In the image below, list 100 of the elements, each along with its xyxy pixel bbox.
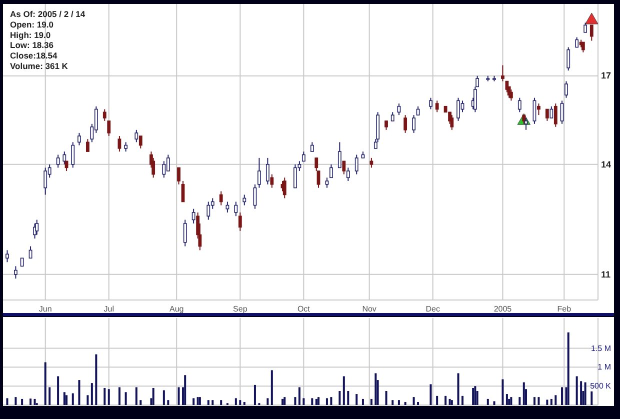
bar: [298, 387, 300, 405]
bar: [196, 397, 199, 405]
bar: [404, 402, 406, 405]
bar: [284, 397, 286, 405]
bar: [392, 400, 394, 405]
candlestick: [118, 135, 122, 152]
bar: [30, 398, 32, 405]
bar: [338, 391, 341, 405]
candlestick: [102, 108, 106, 122]
bar: [448, 398, 451, 405]
x-tick-label: Jul: [104, 304, 114, 314]
bar: [493, 401, 496, 405]
bar: [162, 390, 165, 405]
bar: [44, 362, 46, 405]
bar: [461, 396, 464, 405]
bar: [95, 354, 98, 405]
bar: [576, 376, 578, 405]
bar: [385, 391, 388, 405]
candlestick: [550, 106, 554, 118]
y-tick-label: 1 M: [598, 362, 612, 372]
bar: [356, 394, 358, 405]
bar: [398, 400, 400, 405]
bar: [554, 395, 557, 405]
bar: [370, 398, 372, 405]
candlestick: [456, 97, 460, 122]
candlestick: [450, 114, 454, 130]
x-tick-label: Oct: [297, 304, 311, 314]
bar: [48, 387, 51, 405]
candlestick: [219, 190, 223, 206]
x-tick-label: 2005: [494, 304, 512, 314]
candlestick: [554, 103, 558, 128]
annotation: High: 19.0: [10, 30, 51, 40]
bar: [546, 400, 548, 405]
candlestick: [258, 157, 261, 188]
bar: [302, 398, 305, 405]
candlestick: [429, 97, 432, 110]
candlestick: [206, 201, 210, 220]
candlestick: [177, 167, 180, 185]
annotation: Volume: 361 K: [10, 61, 69, 71]
bar: [506, 394, 508, 405]
bar: [486, 398, 489, 405]
bar: [178, 387, 180, 405]
bar: [66, 395, 68, 405]
bar: [567, 332, 570, 405]
bar: [294, 397, 296, 405]
bar: [152, 388, 154, 405]
bar: [318, 397, 320, 405]
candlestick: [581, 42, 585, 53]
candlestick: [242, 194, 246, 206]
bar: [584, 382, 586, 405]
candlestick: [537, 103, 540, 116]
bar: [118, 387, 120, 405]
candlestick: [166, 154, 170, 172]
candlestick: [584, 22, 587, 33]
candlestick: [509, 88, 513, 102]
candlestick: [354, 154, 358, 175]
bar: [347, 391, 350, 405]
candlestick: [564, 80, 568, 98]
bar: [78, 380, 80, 405]
bar: [108, 389, 110, 405]
y-tick-label: 17: [601, 70, 612, 81]
candlestick: [590, 24, 594, 42]
bar: [550, 398, 552, 405]
candlestick: [566, 46, 570, 72]
bar: [184, 375, 186, 405]
candlestick: [342, 160, 346, 175]
bar: [315, 398, 318, 405]
bar: [502, 379, 504, 405]
annotation: Low: 18.36: [10, 40, 54, 50]
candlestick: [404, 114, 408, 134]
candlestick: [266, 157, 270, 185]
candlestick: [192, 208, 196, 224]
candlestick: [330, 164, 333, 178]
candlestick: [524, 117, 528, 130]
candlestick: [346, 167, 350, 182]
bar: [212, 400, 214, 405]
bar: [207, 400, 210, 405]
y-tick-label: 500 K: [590, 382, 612, 391]
candlestick: [162, 160, 166, 178]
bar: [362, 398, 364, 405]
y-tick-label: 11: [601, 269, 611, 280]
x-tick-label: Sep: [233, 304, 248, 314]
y-tick-label: 14: [601, 159, 612, 170]
bar: [266, 398, 269, 405]
bar: [533, 397, 536, 405]
candlestick: [294, 164, 297, 188]
candlestick: [560, 100, 564, 124]
bar: [239, 400, 242, 405]
candlestick: [44, 167, 48, 196]
bar: [167, 400, 170, 405]
candlestick: [412, 114, 416, 134]
bar: [474, 386, 476, 405]
bar: [311, 398, 314, 405]
bar: [374, 373, 377, 405]
bar: [412, 397, 415, 405]
candlestick: [518, 97, 522, 113]
bar: [90, 383, 93, 405]
bar: [472, 388, 474, 405]
x-tick-label: Feb: [557, 304, 572, 314]
bar: [220, 400, 222, 405]
